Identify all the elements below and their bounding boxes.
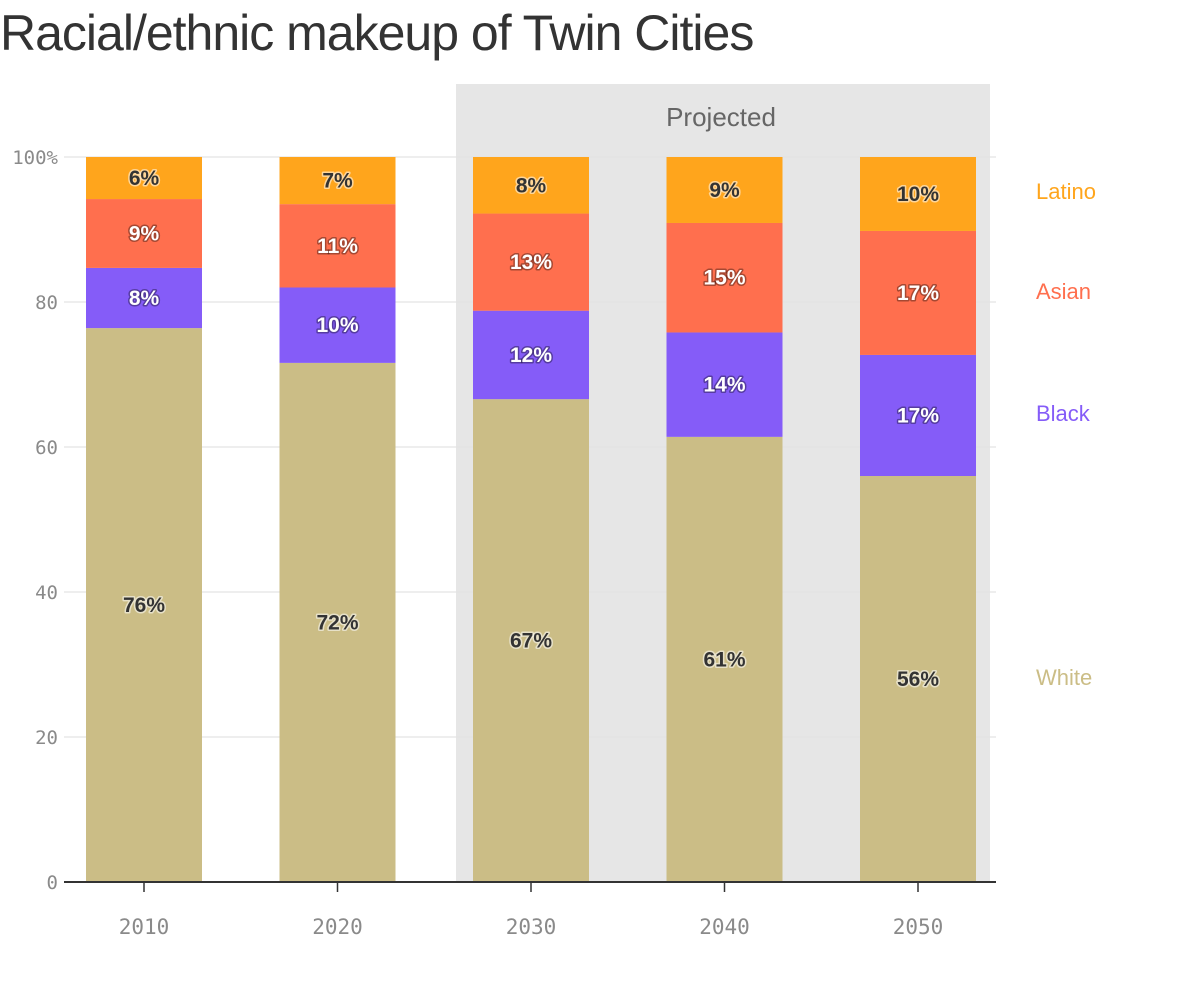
y-tick-label: 40 [35,582,58,604]
bar-segment-white [666,436,783,882]
x-tick-label: 2030 [506,915,557,939]
legend-asian: Asian [1036,279,1091,304]
data-label: 72% [316,611,358,634]
data-label: 7% [322,170,353,193]
legend-black: Black [1036,401,1091,426]
legend-latino: Latino [1036,179,1096,204]
data-label: 17% [897,282,939,305]
y-tick-label: 0 [47,872,58,894]
data-label: 12% [510,344,552,367]
x-tick-label: 2040 [699,915,750,939]
bar-segment-white [860,476,976,882]
bar-segment-asian [666,222,783,333]
bar-segment-asian [473,213,589,311]
bar-segment-black [666,332,783,437]
data-label: 8% [516,174,547,197]
data-label: 10% [316,314,358,337]
data-label: 17% [897,404,939,427]
data-label: 61% [703,648,745,671]
bar-segment-black [86,267,202,329]
bar-segment-white [86,328,202,883]
data-label: 11% [317,235,358,258]
bar-segment-asian [279,204,396,288]
data-label: 14% [703,374,745,397]
y-tick-label: 80 [35,292,58,314]
projected-label: Projected [666,102,776,132]
bar-segment-black [860,354,976,476]
bar-segment-white [279,362,396,882]
x-tick-label: 2020 [312,915,363,939]
bar-segment-asian [860,230,976,355]
data-label: 8% [129,287,160,310]
x-tick-label: 2010 [119,915,170,939]
data-label: 67% [510,630,552,653]
bar-segment-black [279,287,396,363]
data-label: 56% [897,668,939,691]
bar-segment-latino [860,157,976,231]
data-label: 10% [897,183,939,206]
bar-segment-latino [86,157,202,200]
y-tick-label: 60 [35,437,58,459]
bar-segment-latino [666,157,783,223]
y-tick-label: 20 [35,727,58,749]
bar-segment-white [473,399,589,882]
data-label: 6% [129,167,160,190]
bar-segment-asian [86,199,202,268]
x-tick-label: 2050 [893,915,944,939]
bar-segment-black [473,310,589,400]
y-tick-label: 100% [12,147,58,169]
data-label: 13% [510,251,552,274]
bar-segment-latino [473,157,589,214]
data-label: 76% [123,594,165,617]
bar-segment-latino [279,157,396,205]
chart-title: Racial/ethnic makeup of Twin Cities [0,5,754,61]
data-label: 9% [709,179,740,202]
data-label: 9% [129,222,160,245]
legend-white: White [1036,665,1092,690]
data-label: 15% [703,267,745,290]
